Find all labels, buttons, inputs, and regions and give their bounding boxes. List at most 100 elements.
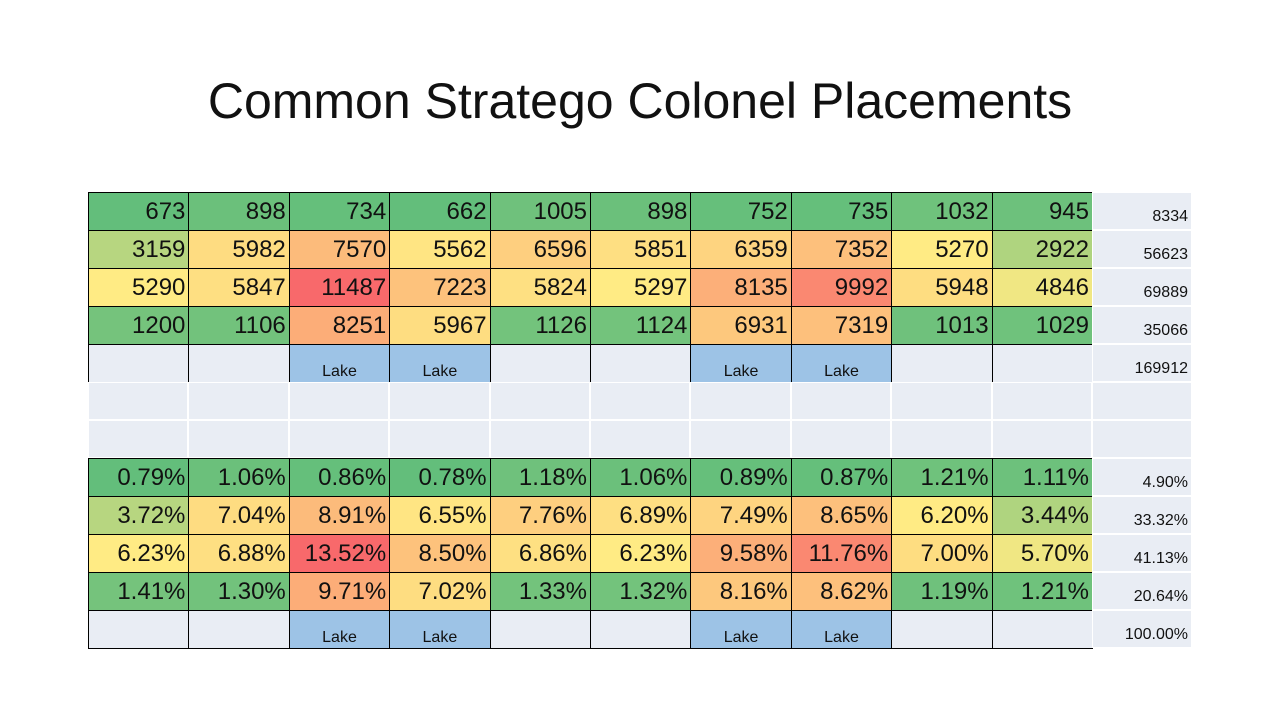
value-cell: 11487: [288, 268, 391, 307]
value-cell: 1.19%: [891, 572, 993, 611]
lake-cell: Lake: [389, 610, 491, 649]
value-cell: 3159: [88, 230, 190, 269]
value-cell: 1.33%: [489, 572, 591, 611]
value-cell: 3.44%: [991, 496, 1093, 535]
value-cell: 5270: [891, 230, 993, 269]
value-cell: 7.02%: [389, 572, 491, 611]
spacer-cell: [88, 420, 189, 458]
value-cell: 6.55%: [389, 496, 491, 535]
value-cell: 7352: [790, 230, 893, 269]
row-total: 100.00%: [1092, 610, 1192, 648]
value-cell: 5982: [188, 230, 290, 269]
value-cell: 1.11%: [991, 458, 1093, 497]
value-cell: 3.72%: [88, 496, 190, 535]
empty-cell: [891, 610, 993, 649]
empty-cell: [991, 344, 1093, 383]
value-cell: 0.87%: [790, 458, 893, 497]
value-cell: 5297: [590, 268, 692, 307]
value-cell: 1124: [590, 306, 692, 345]
lake-cell: Lake: [690, 610, 792, 649]
empty-cell: [590, 344, 692, 383]
row-total: 4.90%: [1092, 458, 1192, 496]
value-cell: 945: [991, 192, 1093, 231]
value-cell: 6596: [489, 230, 591, 269]
lake-cell: Lake: [790, 610, 893, 649]
value-cell: 5851: [590, 230, 692, 269]
value-cell: 8.16%: [690, 572, 792, 611]
spacer-cell: [690, 382, 791, 420]
value-cell: 7.76%: [489, 496, 591, 535]
value-cell: 734: [288, 192, 391, 231]
row-total: 169912: [1092, 344, 1192, 382]
value-cell: 9.58%: [690, 534, 792, 573]
spacer-cell: [991, 420, 1092, 458]
spacer-cell: [891, 420, 992, 458]
spacer-cell: [1092, 382, 1192, 420]
value-cell: 9.71%: [288, 572, 391, 611]
spacer-cell: [590, 420, 691, 458]
spacer-cell: [288, 382, 390, 420]
value-cell: 5824: [489, 268, 591, 307]
value-cell: 4846: [991, 268, 1093, 307]
value-cell: 662: [389, 192, 491, 231]
value-cell: 1029: [991, 306, 1093, 345]
value-cell: 13.52%: [288, 534, 391, 573]
spacer-cell: [690, 420, 791, 458]
value-cell: 8251: [288, 306, 391, 345]
value-cell: 6931: [690, 306, 792, 345]
value-cell: 6.23%: [88, 534, 190, 573]
value-cell: 7.04%: [188, 496, 290, 535]
value-cell: 6.89%: [590, 496, 692, 535]
value-cell: 5562: [389, 230, 491, 269]
spacer-cell: [489, 420, 590, 458]
value-cell: 1013: [891, 306, 993, 345]
spacer-cell: [1092, 420, 1192, 458]
value-cell: 1106: [188, 306, 290, 345]
spacer-cell: [891, 382, 992, 420]
spacer-cell: [288, 420, 390, 458]
value-cell: 898: [590, 192, 692, 231]
empty-cell: [88, 610, 190, 649]
value-cell: 7.00%: [891, 534, 993, 573]
value-cell: 5290: [88, 268, 190, 307]
value-cell: 1.21%: [991, 572, 1093, 611]
value-cell: 7.49%: [690, 496, 792, 535]
lake-cell: Lake: [690, 344, 792, 383]
value-cell: 752: [690, 192, 792, 231]
row-total: 33.32%: [1092, 496, 1192, 534]
value-cell: 898: [188, 192, 290, 231]
lake-cell: Lake: [790, 344, 893, 383]
value-cell: 11.76%: [790, 534, 893, 573]
value-cell: 8135: [690, 268, 792, 307]
value-cell: 5967: [389, 306, 491, 345]
value-cell: 1.06%: [590, 458, 692, 497]
value-cell: 9992: [790, 268, 893, 307]
lake-cell: Lake: [288, 344, 391, 383]
spacer-cell: [88, 382, 189, 420]
value-cell: 7319: [790, 306, 893, 345]
value-cell: 1032: [891, 192, 993, 231]
row-total: 20.64%: [1092, 572, 1192, 610]
lake-cell: Lake: [288, 610, 391, 649]
empty-cell: [489, 344, 591, 383]
value-cell: 0.79%: [88, 458, 190, 497]
spacer-cell: [790, 382, 892, 420]
empty-cell: [88, 344, 190, 383]
spacer-cell: [790, 420, 892, 458]
row-total: 69889: [1092, 268, 1192, 306]
empty-cell: [188, 344, 290, 383]
row-total: 8334: [1092, 192, 1192, 230]
value-cell: 6359: [690, 230, 792, 269]
lake-cell: Lake: [389, 344, 491, 383]
slide-title: Common Stratego Colonel Placements: [207, 73, 1073, 129]
value-cell: 6.23%: [590, 534, 692, 573]
value-cell: 5847: [188, 268, 290, 307]
spacer-cell: [389, 420, 490, 458]
value-cell: 2922: [991, 230, 1093, 269]
empty-cell: [991, 610, 1093, 649]
value-cell: 8.91%: [288, 496, 391, 535]
value-cell: 7223: [389, 268, 491, 307]
value-cell: 8.65%: [790, 496, 893, 535]
value-cell: 1.21%: [891, 458, 993, 497]
value-cell: 5948: [891, 268, 993, 307]
